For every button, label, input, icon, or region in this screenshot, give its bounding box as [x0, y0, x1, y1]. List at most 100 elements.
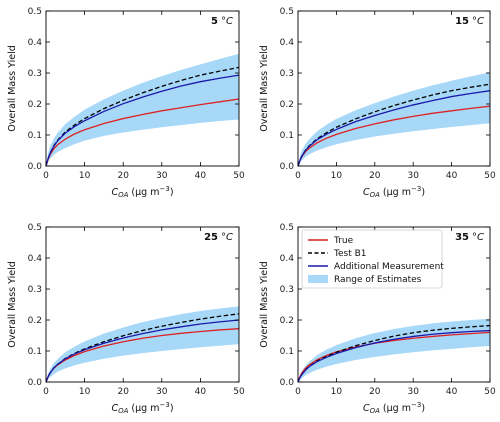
x-axis-label-close: ): [421, 403, 425, 414]
legend-box: [301, 229, 443, 289]
x-axis-label: COA (μg m−3): [111, 401, 173, 415]
y-tick-label: 0.2: [28, 100, 42, 110]
y-tick-label: 0.0: [280, 162, 295, 172]
x-axis-label-subscript: OA: [370, 407, 381, 415]
panel-temperature-label: 5 °C: [211, 16, 233, 27]
x-axis-label-subscript: OA: [370, 191, 381, 199]
y-tick-label: 0.0: [280, 378, 295, 388]
x-axis-label: COA (μg m−3): [363, 401, 425, 415]
y-tick-label: 0.5: [28, 223, 42, 233]
x-axis-label-exponent: −3: [159, 401, 169, 409]
axes-frame: [45, 226, 240, 383]
range-band: [46, 53, 239, 166]
y-tick-label: 0.1: [28, 131, 42, 141]
y-tick-label: 0.2: [280, 316, 294, 326]
x-axis-label-close: ): [421, 187, 425, 198]
x-tick-label: 40: [195, 387, 207, 397]
x-tick-label: 0: [295, 387, 301, 397]
y-tick-label: 0.3: [28, 69, 42, 79]
axes-frame: [45, 10, 240, 167]
panel-temperature-unit: °C: [472, 16, 484, 27]
x-tick-label: 50: [484, 171, 496, 181]
x-axis-label-exponent: −3: [159, 185, 169, 193]
legend-label: Additional Measurement: [334, 262, 444, 272]
panel-temperature-unit: °C: [221, 232, 233, 243]
panel-temperature-value: 25: [204, 232, 218, 243]
y-tick-label: 0.1: [280, 131, 294, 141]
x-tick-label: 10: [79, 387, 91, 397]
series-line-test-b1: [45, 313, 240, 383]
x-tick-label: 0: [295, 171, 301, 181]
x-axis-label-unit: (μg m: [131, 403, 159, 414]
x-tick-label: 30: [407, 171, 419, 181]
x-axis-label-unit: (μg m: [131, 187, 159, 198]
panel-temperature-unit: °C: [221, 16, 233, 27]
x-axis-label-var: C: [363, 187, 370, 198]
x-tick-label: 10: [331, 387, 343, 397]
series-line-additional-measurement: [45, 74, 240, 167]
y-tick-label: 0.0: [28, 162, 43, 172]
x-axis-label-close: ): [170, 187, 174, 198]
y-axis-label: Overall Mass Yield: [259, 261, 270, 348]
x-tick-label: 40: [446, 171, 458, 181]
panel-temperature-label: 25 °C: [204, 232, 233, 243]
x-axis-label: COA (μg m−3): [363, 185, 425, 199]
y-axis-label: Overall Mass Yield: [7, 261, 18, 348]
series-line-additional-measurement: [297, 90, 491, 167]
x-tick-label: 40: [195, 171, 207, 181]
x-tick-label: 10: [79, 171, 91, 181]
axes-frame: [297, 226, 491, 383]
y-tick-label: 0.1: [280, 347, 294, 357]
x-tick-label: 0: [43, 171, 49, 181]
y-tick-label: 0.4: [28, 38, 43, 48]
panel-temperature-label: 35 °C: [455, 232, 484, 243]
panel-temperature-value: 15: [455, 16, 469, 27]
y-tick-label: 0.3: [28, 285, 42, 295]
range-band: [298, 318, 490, 382]
panel-3: 0 10 20 30 40 50 0.0 0.1 0.2 0.3 0.4 0.5 25 °C COA (μg …: [7, 223, 245, 415]
x-tick-label: 30: [156, 387, 168, 397]
x-tick-label: 50: [233, 387, 245, 397]
y-tick-label: 0.3: [280, 69, 294, 79]
x-axis-label-exponent: −3: [411, 401, 421, 409]
x-axis-label-subscript: OA: [118, 407, 129, 415]
y-tick-label: 0.3: [280, 285, 294, 295]
y-axis-label: Overall Mass Yield: [259, 45, 270, 132]
y-tick-label: 0.5: [280, 223, 294, 233]
y-tick-label: 0.5: [280, 7, 294, 17]
x-tick-label: 40: [446, 387, 458, 397]
legend-label: Range of Estimates: [334, 275, 422, 285]
x-axis-label: COA (μg m−3): [111, 185, 173, 199]
panel-2: 0 10 20 30 40 50 0.0 0.1 0.2 0.3 0.4 0.5 15 °C COA (μg …: [259, 7, 496, 199]
legend-item-test-b1: Test B1: [308, 249, 366, 259]
legend-label: Test B1: [333, 249, 366, 259]
y-tick-label: 0.4: [280, 254, 295, 264]
legend: True Test B1 Additional Measurement Range o…: [301, 229, 444, 289]
x-tick-label: 50: [233, 171, 245, 181]
x-axis-label-subscript: OA: [118, 191, 129, 199]
x-tick-label: 30: [156, 171, 168, 181]
x-axis-label-var: C: [111, 403, 118, 414]
series-line-true: [45, 98, 240, 167]
series-line-additional-measurement: [45, 319, 240, 383]
x-tick-label: 10: [331, 171, 343, 181]
x-axis-label-var: C: [363, 403, 370, 414]
y-tick-label: 0.2: [280, 100, 294, 110]
series-line-additional-measurement: [297, 329, 491, 383]
x-tick-label: 0: [43, 387, 49, 397]
x-axis-label-exponent: −3: [411, 185, 421, 193]
legend-item-true: True: [308, 236, 354, 246]
x-tick-label: 50: [484, 387, 496, 397]
x-axis-label-var: C: [111, 187, 118, 198]
axes-frame: [297, 10, 491, 167]
y-tick-label: 0.0: [28, 378, 43, 388]
x-tick-label: 20: [369, 387, 381, 397]
x-tick-label: 20: [117, 171, 129, 181]
panel-4: 0 10 20 30 40 50 0.0 0.1 0.2 0.3 0.4 0.5 35 °C COA (μg …: [259, 223, 496, 415]
x-axis-label-unit: (μg m: [383, 403, 411, 414]
series-line-test-b1: [297, 324, 491, 383]
y-tick-label: 0.2: [28, 316, 42, 326]
panel-1: 0 10 20 30 40 50 0.0 0.1 0.2 0.3 0.4 0.5 5 °C COA (μg m…: [7, 7, 245, 199]
panel-temperature-unit: °C: [472, 232, 484, 243]
x-tick-label: 30: [407, 387, 419, 397]
